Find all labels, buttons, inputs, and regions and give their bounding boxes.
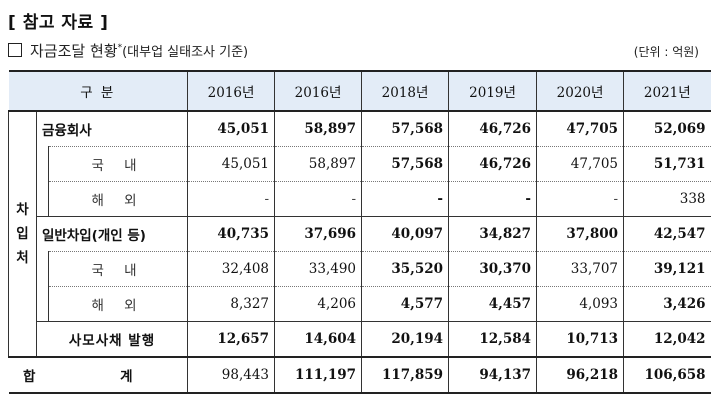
header-category: 구 분 xyxy=(8,70,189,112)
cell-value: 12,584 xyxy=(448,321,538,357)
cell-value: 4,457 xyxy=(448,286,538,322)
total-value: 98,443 xyxy=(187,356,276,394)
cell-value: 58,897 xyxy=(274,111,363,147)
cell-value: 338 xyxy=(623,181,711,217)
cell-value: 40,097 xyxy=(361,216,450,252)
cell-value: 47,705 xyxy=(536,146,625,182)
header-year: 2018년 xyxy=(361,70,450,112)
total-row: 합 계 98,443 111,197 117,859 94,137 96,218… xyxy=(8,356,711,394)
cell-value: 40,735 xyxy=(187,216,276,252)
cell-value: 32,408 xyxy=(187,251,276,287)
cell-value: 52,069 xyxy=(623,111,711,147)
cell-value: 33,707 xyxy=(536,251,625,287)
header-year: 2019년 xyxy=(448,70,538,112)
cell-value: 4,206 xyxy=(274,286,363,322)
cell-value: 8,327 xyxy=(187,286,276,322)
cell-value: 46,726 xyxy=(448,146,538,182)
table-row: 일반차입(개인 등) 40,735 37,696 40,097 34,827 3… xyxy=(9,216,711,252)
cell-value: 37,696 xyxy=(274,216,363,252)
total-value: 117,859 xyxy=(361,356,450,394)
cell-value: 34,827 xyxy=(448,216,538,252)
cell-value: 30,370 xyxy=(448,251,538,287)
page-title: [ 참고 자료 ] xyxy=(8,13,109,33)
cell-value: 12,042 xyxy=(623,321,711,357)
cell-value: 14,604 xyxy=(274,321,363,357)
cell-value: 35,520 xyxy=(361,251,450,287)
total-value: 94,137 xyxy=(448,356,538,394)
cell-value: 45,051 xyxy=(187,111,276,147)
row-label: 일반차입(개인 등) xyxy=(36,216,189,252)
cell-value: 51,731 xyxy=(623,146,711,182)
cell-value: 42,547 xyxy=(623,216,711,252)
cell-value: 45,051 xyxy=(187,146,276,182)
row-label: 국 내 xyxy=(47,251,189,287)
cell-value: 3,426 xyxy=(623,286,711,322)
header-row: 구 분 2016년 2016년 2018년 2019년 2020년 2021년 xyxy=(8,70,711,112)
subtitle-superscript: * xyxy=(117,43,123,53)
total-value: 111,197 xyxy=(274,356,363,394)
header-year: 2016년 xyxy=(187,70,276,112)
cell-value: - xyxy=(536,181,625,217)
table-row: 사모사채 발행 12,657 14,604 20,194 12,584 10,7… xyxy=(9,321,711,357)
cell-value: 57,568 xyxy=(361,146,450,182)
cell-value: 10,713 xyxy=(536,321,625,357)
row-label: 국 내 xyxy=(47,146,189,182)
square-outline-icon xyxy=(8,43,22,57)
cell-value: 58,897 xyxy=(274,146,363,182)
funding-table: 구 분 2016년 2016년 2018년 2019년 2020년 2021년 … xyxy=(8,70,711,394)
table-row: 차 입 처 금융회사 45,051 58,897 57,568 46,726 4… xyxy=(8,111,711,357)
cell-value: 4,577 xyxy=(361,286,450,322)
row-label: 해 외 xyxy=(47,181,189,217)
subtitle-note: (대부업 실태조사 기준) xyxy=(122,45,249,60)
total-value: 96,218 xyxy=(536,356,625,394)
cell-value: 20,194 xyxy=(361,321,450,357)
row-label: 사모사채 발행 xyxy=(36,321,189,357)
unit-label: (단위 : 억원) xyxy=(633,45,699,59)
cell-value: 12,657 xyxy=(187,321,276,357)
table-row: 해 외 - - - - - 338 xyxy=(9,181,711,217)
total-label: 합 계 xyxy=(8,356,189,394)
cell-value: - xyxy=(448,181,538,217)
cell-value: - xyxy=(187,181,276,217)
header-year: 2020년 xyxy=(536,70,625,112)
cell-value: 46,726 xyxy=(448,111,538,147)
header-year: 2021년 xyxy=(623,70,711,112)
table-row: 국 내 45,051 58,897 57,568 46,726 47,705 5… xyxy=(9,146,711,182)
table-row: 국 내 32,408 33,490 35,520 30,370 33,707 3… xyxy=(9,251,711,287)
cell-value: 57,568 xyxy=(361,111,450,147)
table-row: 해 외 8,327 4,206 4,577 4,457 4,093 3,426 xyxy=(9,286,711,322)
cell-value: 33,490 xyxy=(274,251,363,287)
header-year: 2016년 xyxy=(274,70,363,112)
cell-value: 4,093 xyxy=(536,286,625,322)
cell-value: - xyxy=(274,181,363,217)
cell-value: 37,800 xyxy=(536,216,625,252)
cell-value: 47,705 xyxy=(536,111,625,147)
row-label: 금융회사 xyxy=(36,111,189,147)
subtitle-main: 자금조달 현황 xyxy=(30,42,118,60)
row-label: 해 외 xyxy=(47,286,189,322)
cell-value: - xyxy=(361,181,450,217)
section-subtitle: 자금조달 현황*(대부업 실태조사 기준) xyxy=(8,40,248,61)
side-label: 차 입 처 xyxy=(8,111,37,357)
cell-value: 39,121 xyxy=(623,251,711,287)
total-value: 106,658 xyxy=(623,356,711,394)
